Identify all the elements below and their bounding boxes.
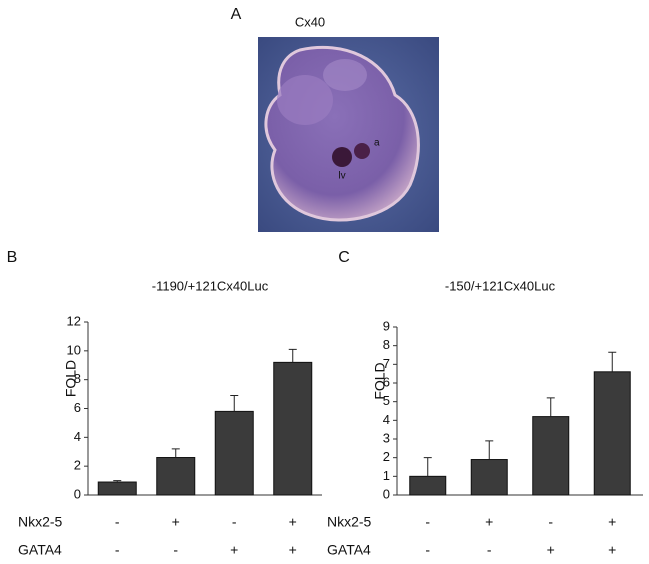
chart-title: -1190/+121Cx40Luc [152,278,269,293]
error-bar [113,480,122,483]
y-tick-label: 4 [74,429,81,444]
error-bar [171,448,180,458]
y-tick-label: 3 [383,430,390,445]
error-bar [423,457,432,477]
y-tick-label: 6 [383,374,390,389]
y-tick-label: 0 [383,486,390,501]
y-axis-label: FOLD [63,360,79,397]
y-tick-label: 4 [383,412,390,427]
image-title: Cx40 [295,14,325,29]
condition-name: Nkx2-5 [327,514,372,530]
panel-label: B [7,249,18,266]
condition-sign: - [115,514,120,530]
condition-sign: + [172,514,180,530]
condition-sign: - [548,514,553,530]
bar [409,475,447,496]
condition-name: GATA4 [327,542,371,558]
annotation: lv [338,171,345,182]
condition-sign: + [485,514,493,530]
condition-name: Nkx2-5 [18,514,63,530]
condition-sign: + [608,542,616,558]
error-bar [546,397,555,417]
y-tick-label: 12 [67,313,81,328]
condition-sign: + [289,514,297,530]
embryo-image: a lv [258,37,439,232]
condition-name: GATA4 [18,542,62,558]
bar [593,371,631,496]
condition-sign: + [289,542,297,558]
bar [97,481,137,496]
condition-sign: - [425,514,430,530]
y-tick-label: 8 [74,371,81,386]
bar [156,457,196,496]
bar [214,410,254,496]
condition-sign: - [425,542,430,558]
condition-sign: + [547,542,555,558]
y-tick-label: 6 [74,400,81,415]
error-bar [485,440,494,460]
y-tick-label: 7 [383,356,390,371]
bar [273,361,313,496]
y-tick-label: 1 [383,468,390,483]
panel-label: C [338,249,350,266]
bar [470,459,508,496]
y-tick-label: 10 [67,342,81,357]
annotation: a [374,138,380,149]
bar [532,416,570,496]
y-tick-label: 0 [74,486,81,501]
condition-sign: - [115,542,120,558]
y-tick-label: 5 [383,393,390,408]
y-axis-label: FOLD [372,362,388,399]
y-tick-label: 8 [383,337,390,352]
error-bar [230,395,239,412]
condition-sign: - [173,542,178,558]
y-tick-label: 2 [383,449,390,464]
condition-sign: + [230,542,238,558]
error-bar [608,351,617,372]
y-tick-label: 9 [383,318,390,333]
y-tick-label: 2 [74,458,81,473]
panel-label: A [231,6,242,23]
condition-sign: + [608,514,616,530]
condition-sign: - [487,542,492,558]
error-bar [288,348,297,363]
chart-title: -150/+121Cx40Luc [445,278,556,293]
condition-sign: - [232,514,237,530]
